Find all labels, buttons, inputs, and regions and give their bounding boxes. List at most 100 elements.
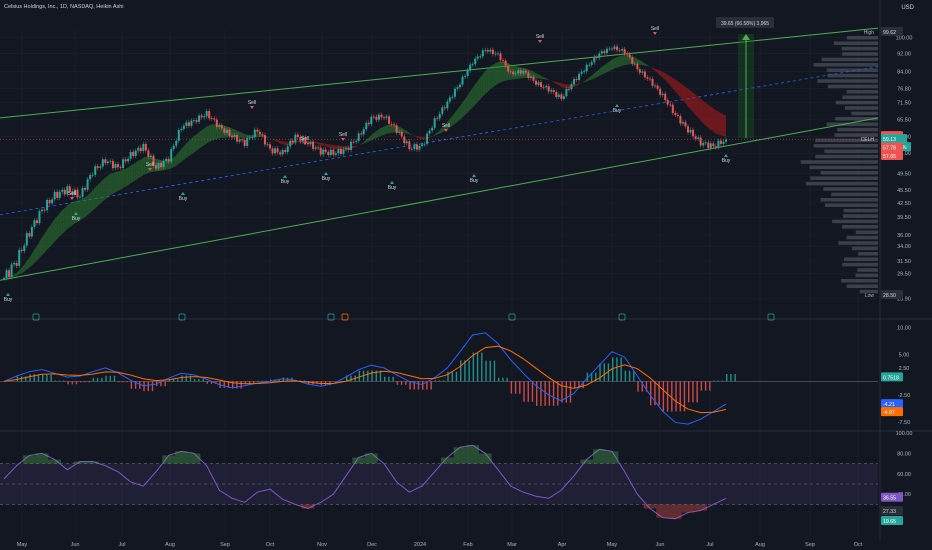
candle-body bbox=[41, 209, 43, 212]
candle-body bbox=[337, 148, 340, 154]
volume-profile-bar bbox=[842, 95, 878, 99]
candle-body bbox=[474, 58, 477, 65]
candle-body bbox=[421, 144, 423, 146]
candle-body bbox=[410, 148, 413, 150]
candle-body bbox=[18, 249, 21, 266]
trend-ribbon bbox=[612, 58, 615, 70]
macd-histogram-bar bbox=[557, 381, 559, 406]
trend-ribbon bbox=[277, 140, 281, 144]
volume-profile-bar bbox=[845, 106, 878, 110]
trend-ribbon bbox=[95, 184, 98, 209]
candle-body bbox=[560, 94, 563, 99]
macd-histogram-bar bbox=[346, 375, 348, 382]
buy-signal-marker bbox=[724, 154, 728, 157]
macd-histogram-bar bbox=[498, 377, 500, 382]
candle-body bbox=[532, 76, 535, 81]
candle-body bbox=[251, 137, 254, 138]
trend-ribbon bbox=[26, 257, 30, 270]
macd-histogram-bar bbox=[265, 380, 268, 382]
candle-body bbox=[666, 100, 669, 105]
candle-body bbox=[187, 122, 190, 126]
price-badge-2: 57.65 bbox=[883, 154, 896, 160]
time-axis-label: Sep bbox=[220, 542, 230, 548]
candle-body bbox=[679, 116, 682, 124]
trend-ribbon bbox=[330, 144, 334, 149]
candle-body bbox=[638, 69, 641, 73]
trend-ribbon bbox=[538, 74, 542, 79]
volume-profile-bar bbox=[842, 262, 878, 267]
time-axis-label: Mar bbox=[507, 542, 517, 548]
trend-ribbon bbox=[644, 63, 648, 67]
buy-signal-label: Buy bbox=[388, 185, 397, 191]
candle-body bbox=[276, 148, 279, 153]
trend-ribbon bbox=[419, 136, 422, 140]
candle-body bbox=[537, 82, 540, 85]
trend-ribbon bbox=[710, 106, 714, 132]
trend-ribbon bbox=[657, 69, 661, 76]
macd-histogram-bar bbox=[624, 370, 627, 382]
candle-body bbox=[446, 101, 449, 109]
trend-ribbon bbox=[708, 104, 711, 130]
candle-body bbox=[613, 46, 616, 49]
trend-ribbon bbox=[145, 156, 149, 174]
trend-ribbon bbox=[439, 127, 443, 134]
candle-body bbox=[71, 191, 74, 195]
price-tick-label: 92.00 bbox=[897, 52, 911, 58]
candle-body bbox=[507, 65, 510, 72]
trend-ribbon bbox=[465, 95, 468, 116]
candle-body bbox=[266, 144, 269, 146]
candle-body bbox=[550, 90, 553, 92]
macd-histogram-bar bbox=[84, 381, 86, 383]
sell-signal-marker bbox=[303, 142, 307, 145]
candle-body bbox=[350, 141, 353, 150]
macd-histogram-bar bbox=[548, 381, 551, 406]
trend-ribbon bbox=[617, 56, 620, 68]
macd-histogram-bar bbox=[726, 373, 728, 382]
trend-ribbon bbox=[533, 71, 536, 79]
candle-body bbox=[611, 48, 613, 50]
volume-profile-bar bbox=[820, 171, 878, 175]
volume-profile-bar bbox=[817, 79, 878, 83]
trend-ribbon bbox=[515, 66, 519, 80]
candle-body bbox=[347, 148, 350, 150]
candle-body bbox=[355, 140, 358, 142]
macd-histogram-bar bbox=[185, 375, 187, 382]
macd-histogram-bar bbox=[683, 381, 686, 412]
candle-body bbox=[616, 46, 619, 51]
trend-ribbon bbox=[672, 77, 676, 92]
buy-signal-marker bbox=[324, 172, 328, 175]
trend-ribbon bbox=[723, 114, 726, 137]
candle-body bbox=[547, 86, 550, 92]
trend-ribbon bbox=[328, 144, 331, 148]
volume-profile-bar bbox=[837, 127, 878, 132]
candle-body bbox=[681, 122, 684, 124]
macd-histogram-bar bbox=[721, 380, 724, 382]
macd-histogram-bar bbox=[595, 372, 597, 382]
candle-body bbox=[203, 116, 206, 118]
macd-histogram-bar bbox=[578, 381, 580, 389]
signal-value-badge: -4.97 bbox=[883, 410, 895, 416]
price-tick-label: 49.50 bbox=[897, 172, 911, 178]
candle-body bbox=[535, 80, 537, 85]
candle-body bbox=[565, 88, 568, 97]
candle-body bbox=[699, 137, 702, 146]
trend-ribbon bbox=[470, 87, 473, 110]
trend-ribbon bbox=[67, 203, 70, 230]
trend-ribbon bbox=[196, 132, 200, 151]
earnings-event-icon bbox=[178, 313, 186, 321]
candle-body bbox=[362, 129, 365, 135]
candle-body bbox=[307, 142, 309, 145]
macd-histogram-bar bbox=[168, 379, 171, 382]
price-tick-label: 45.50 bbox=[897, 188, 911, 194]
candle-body bbox=[170, 149, 173, 162]
candle-body bbox=[149, 155, 152, 157]
macd-histogram-bar bbox=[523, 381, 525, 402]
candle-body bbox=[671, 104, 674, 113]
macd-histogram-bar bbox=[308, 381, 310, 385]
trend-ribbon bbox=[416, 136, 420, 139]
candle-body bbox=[233, 134, 236, 138]
macd-histogram-bar bbox=[468, 360, 470, 382]
candle-body bbox=[63, 189, 66, 195]
candle-body bbox=[578, 73, 581, 80]
